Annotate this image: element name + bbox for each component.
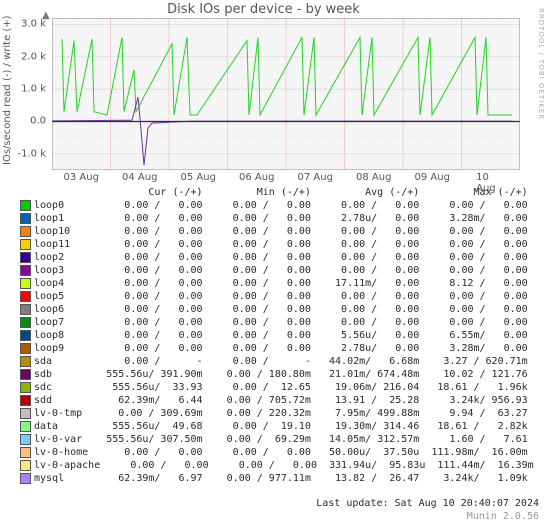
legend-swatch bbox=[20, 265, 31, 276]
legend-swatch bbox=[20, 213, 31, 224]
legend-swatch bbox=[20, 226, 31, 237]
legend-swatch bbox=[20, 278, 31, 289]
generator: Munin 2.0.56 bbox=[316, 510, 539, 523]
legend-row: loop6 0.00 / 0.00 0.00 / 0.00 0.00 / 0.0… bbox=[20, 303, 530, 316]
legend-row: lv-0-var 555.56u/ 307.50m 0.00 / 69.29m … bbox=[20, 433, 530, 446]
legend-text: lv-0-tmp 0.00 / 309.69m 0.00 / 220.32m 7… bbox=[34, 407, 528, 420]
chart-title: Disk IOs per device - by week bbox=[0, 2, 527, 17]
legend-row: loop7 0.00 / 0.00 0.00 / 0.00 0.00 / 0.0… bbox=[20, 316, 530, 329]
legend-text: loop6 0.00 / 0.00 0.00 / 0.00 0.00 / 0.0… bbox=[34, 303, 528, 316]
legend-row: mysql 62.39m/ 6.97 0.00 / 977.11m 13.82 … bbox=[20, 472, 530, 485]
legend-swatch bbox=[20, 343, 31, 354]
legend-row: loop8 0.00 / 0.00 0.00 / 0.00 5.56u/ 0.0… bbox=[20, 329, 530, 342]
legend-row: sdc 555.56u/ 33.93 0.00 / 12.65 19.06m/ … bbox=[20, 381, 530, 394]
legend-text: loop1 0.00 / 0.00 0.00 / 0.00 2.78u/ 0.0… bbox=[34, 212, 528, 225]
legend-swatch bbox=[20, 408, 31, 419]
legend-text: sdb 555.56u/ 391.90m 0.00 / 180.80m 21.0… bbox=[34, 368, 528, 381]
legend-row: loop4 0.00 / 0.00 0.00 / 0.00 17.11m/ 0.… bbox=[20, 277, 530, 290]
legend-text: lv-0-apache 0.00 / 0.00 0.00 / 0.00 331.… bbox=[34, 459, 534, 472]
legend-text: mysql 62.39m/ 6.97 0.00 / 977.11m 13.82 … bbox=[34, 472, 528, 485]
legend-text: loop4 0.00 / 0.00 0.00 / 0.00 17.11m/ 0.… bbox=[34, 277, 528, 290]
legend-swatch bbox=[20, 252, 31, 263]
legend-row: lv-0-home 0.00 / 0.00 0.00 / 0.00 50.00u… bbox=[20, 446, 530, 459]
legend-text: loop7 0.00 / 0.00 0.00 / 0.00 0.00 / 0.0… bbox=[34, 316, 528, 329]
legend-row: loop3 0.00 / 0.00 0.00 / 0.00 0.00 / 0.0… bbox=[20, 264, 530, 277]
legend-row: loop11 0.00 / 0.00 0.00 / 0.00 0.00 / 0.… bbox=[20, 238, 530, 251]
legend-text: loop2 0.00 / 0.00 0.00 / 0.00 0.00 / 0.0… bbox=[34, 251, 528, 264]
legend-row: loop10 0.00 / 0.00 0.00 / 0.00 0.00 / 0.… bbox=[20, 225, 530, 238]
legend-text: loop9 0.00 / 0.00 0.00 / 0.00 2.78u/ 0.0… bbox=[34, 342, 528, 355]
legend-swatch bbox=[20, 356, 31, 367]
legend-row: loop0 0.00 / 0.00 0.00 / 0.00 0.00 / 0.0… bbox=[20, 199, 530, 212]
legend-swatch bbox=[20, 473, 31, 484]
legend-swatch bbox=[20, 460, 31, 471]
legend-swatch bbox=[20, 330, 31, 341]
legend-row: sdd 62.39m/ 6.44 0.00 / 705.72m 13.91 / … bbox=[20, 394, 530, 407]
legend-swatch bbox=[20, 291, 31, 302]
legend-text: loop0 0.00 / 0.00 0.00 / 0.00 0.00 / 0.0… bbox=[34, 199, 528, 212]
legend-row: sdb 555.56u/ 391.90m 0.00 / 180.80m 21.0… bbox=[20, 368, 530, 381]
legend-text: sdd 62.39m/ 6.44 0.00 / 705.72m 13.91 / … bbox=[34, 394, 528, 407]
legend-text: lv-0-var 555.56u/ 307.50m 0.00 / 69.29m … bbox=[34, 433, 528, 446]
legend-swatch bbox=[20, 239, 31, 250]
last-update: Last update: Sat Aug 10 20:40:07 2024 bbox=[316, 497, 539, 510]
legend-row: lv-0-tmp 0.00 / 309.69m 0.00 / 220.32m 7… bbox=[20, 407, 530, 420]
legend-row: data 555.56u/ 49.68 0.00 / 19.10 19.30m/… bbox=[20, 420, 530, 433]
legend-swatch bbox=[20, 369, 31, 380]
plot-svg bbox=[52, 18, 520, 170]
y-axis-ticks: -1.0 k0.01.0 k2.0 k3.0 k bbox=[0, 18, 50, 170]
footer: Last update: Sat Aug 10 20:40:07 2024 Mu… bbox=[316, 497, 539, 523]
legend-text: data 555.56u/ 49.68 0.00 / 19.10 19.30m/… bbox=[34, 420, 528, 433]
legend-text: sdc 555.56u/ 33.93 0.00 / 12.65 19.06m/ … bbox=[34, 381, 528, 394]
legend-table: Cur (-/+) Min (-/+) Avg (-/+) Max (-/+) … bbox=[20, 186, 530, 485]
legend-text: sda 0.00 / - 0.00 / - 44.02m/ 6.68m 3.27… bbox=[34, 355, 528, 368]
legend-swatch bbox=[20, 382, 31, 393]
legend-header: Cur (-/+) Min (-/+) Avg (-/+) Max (-/+) bbox=[20, 186, 530, 199]
legend-row: lv-0-apache 0.00 / 0.00 0.00 / 0.00 331.… bbox=[20, 459, 530, 472]
legend-text: loop8 0.00 / 0.00 0.00 / 0.00 5.56u/ 0.0… bbox=[34, 329, 528, 342]
legend-swatch bbox=[20, 434, 31, 445]
rrdtool-credit: RRDTOOL / TOBI OETIKER bbox=[537, 8, 545, 120]
legend-swatch bbox=[20, 447, 31, 458]
legend-text: lv-0-home 0.00 / 0.00 0.00 / 0.00 50.00u… bbox=[34, 446, 528, 459]
legend-text: loop5 0.00 / 0.00 0.00 / 0.00 0.00 / 0.0… bbox=[34, 290, 528, 303]
munin-graph: Disk IOs per device - by week RRDTOOL / … bbox=[0, 0, 547, 527]
legend-row: loop2 0.00 / 0.00 0.00 / 0.00 0.00 / 0.0… bbox=[20, 251, 530, 264]
legend-swatch bbox=[20, 317, 31, 328]
legend-row: loop9 0.00 / 0.00 0.00 / 0.00 2.78u/ 0.0… bbox=[20, 342, 530, 355]
legend-swatch bbox=[20, 200, 31, 211]
legend-swatch bbox=[20, 304, 31, 315]
legend-row: loop1 0.00 / 0.00 0.00 / 0.00 2.78u/ 0.0… bbox=[20, 212, 530, 225]
legend-swatch bbox=[20, 395, 31, 406]
legend-row: loop5 0.00 / 0.00 0.00 / 0.00 0.00 / 0.0… bbox=[20, 290, 530, 303]
legend-text: loop11 0.00 / 0.00 0.00 / 0.00 0.00 / 0.… bbox=[34, 238, 528, 251]
legend-swatch bbox=[20, 421, 31, 432]
legend-text: loop10 0.00 / 0.00 0.00 / 0.00 0.00 / 0.… bbox=[34, 225, 528, 238]
legend-text: loop3 0.00 / 0.00 0.00 / 0.00 0.00 / 0.0… bbox=[34, 264, 528, 277]
legend-row: sda 0.00 / - 0.00 / - 44.02m/ 6.68m 3.27… bbox=[20, 355, 530, 368]
plot-area bbox=[52, 18, 520, 170]
